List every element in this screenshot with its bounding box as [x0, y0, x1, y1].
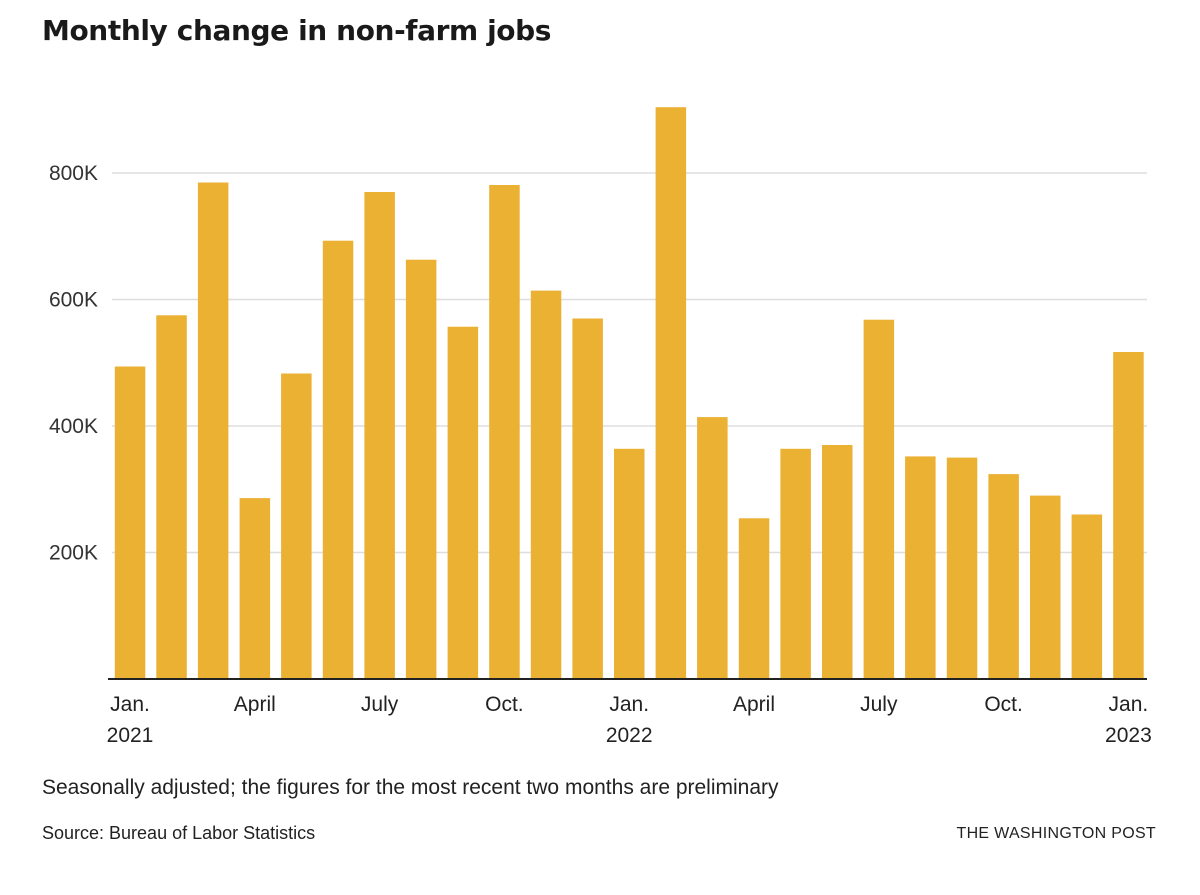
bar [1071, 514, 1103, 679]
y-tick-label: 600K [49, 289, 98, 312]
y-axis-labels: 200K 400K 600K 800K [49, 162, 98, 565]
x-tick-year-label: 2023 [1105, 724, 1152, 747]
chart-title: Monthly change in non-farm jobs [42, 14, 552, 47]
bar [988, 474, 1019, 679]
x-tick-label: Jan. [110, 693, 150, 716]
x-tick-label: April [234, 693, 276, 716]
y-tick-label: 800K [49, 162, 98, 185]
x-tick-year-label: 2021 [107, 724, 154, 747]
bar [572, 318, 603, 679]
x-tick-year-label: 2022 [606, 724, 653, 747]
bar [489, 185, 520, 679]
bar [863, 319, 895, 679]
bar [530, 290, 562, 679]
publisher-credit: THE WASHINGTON POST [956, 825, 1156, 842]
bar [405, 259, 437, 679]
bar [114, 366, 146, 679]
source-credit: Source: Bureau of Labor Statistics [42, 823, 316, 843]
bar [322, 240, 354, 679]
bar [447, 326, 479, 679]
bar [156, 315, 187, 679]
bar [697, 417, 728, 679]
y-tick-label: 200K [49, 542, 98, 565]
bar [364, 192, 395, 679]
x-tick-label: April [733, 693, 775, 716]
x-tick-label: July [860, 693, 898, 716]
x-tick-label: Oct. [485, 693, 524, 716]
bar [780, 448, 811, 679]
bar [822, 445, 853, 679]
x-tick-label: Jan. [609, 693, 649, 716]
bar [239, 498, 271, 679]
bar [1113, 352, 1144, 679]
bar [197, 182, 229, 679]
x-axis-labels: Jan. 2021 April July Oct. Jan. 2022 April July Oc… [107, 693, 1152, 747]
bar [738, 518, 770, 679]
x-tick-label: July [361, 693, 399, 716]
x-tick-label: Oct. [984, 693, 1023, 716]
bar [281, 373, 312, 679]
bar [655, 107, 687, 679]
bar [1030, 495, 1061, 679]
x-tick-label: Jan. [1109, 693, 1149, 716]
bar [946, 457, 978, 679]
bar [614, 448, 645, 679]
chart-note: Seasonally adjusted; the figures for the… [42, 776, 779, 799]
y-tick-label: 400K [49, 415, 98, 438]
bars [114, 107, 1144, 679]
bar [905, 456, 936, 679]
